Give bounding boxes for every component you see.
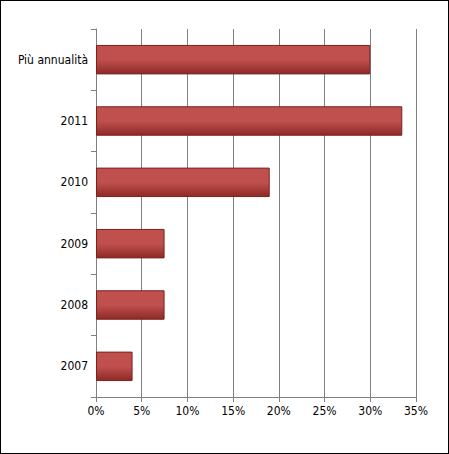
svg-text:2010: 2010 [61,175,89,189]
svg-text:5%: 5% [133,404,150,418]
svg-text:25%: 25% [313,404,337,418]
svg-text:35%: 35% [404,404,428,418]
svg-text:2011: 2011 [61,114,88,128]
svg-text:Più annualità: Più annualità [18,53,88,67]
svg-text:0%: 0% [87,404,104,418]
svg-text:20%: 20% [267,404,291,418]
svg-text:2008: 2008 [61,298,89,312]
svg-text:10%: 10% [175,404,199,418]
svg-text:30%: 30% [358,404,382,418]
svg-text:2009: 2009 [61,237,89,251]
svg-text:15%: 15% [221,404,245,418]
svg-text:2007: 2007 [61,359,88,373]
